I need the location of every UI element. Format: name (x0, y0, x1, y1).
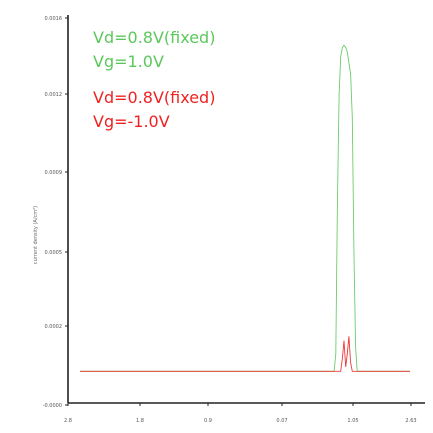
y-axis-label: current density (A/cm²) (33, 206, 39, 264)
x-tick-label: 0.9 (204, 418, 212, 424)
annotation-2-line-1: Vd=0.8V(fixed) (93, 88, 215, 107)
y-ticks: -0.0000 0.0002 0.0005 0.0009 0.0012 0.0016 (43, 16, 68, 409)
annotation-1-line-2: Vg=1.0V (93, 52, 164, 71)
annotation-1-line-1: Vd=0.8V(fixed) (93, 28, 215, 47)
x-tick-label: 2.8 (64, 418, 72, 424)
x-tick-label: 2.63 (405, 418, 416, 424)
annotations: Vd=0.8V(fixed) Vg=1.0V Vd=0.8V(fixed) Vg… (93, 28, 215, 131)
series-line-2 (80, 336, 410, 371)
y-tick-label: 0.0016 (45, 16, 63, 22)
x-tick-label: 1.05 (347, 418, 358, 424)
x-ticks: 2.8 1.8 0.9 0.07 1.05 2.63 (64, 403, 417, 424)
x-tick-label: 1.8 (136, 418, 144, 424)
x-tick-label: 0.07 (276, 418, 287, 424)
y-tick-label: 0.0005 (45, 250, 63, 256)
y-tick-label: 0.0012 (45, 92, 63, 98)
y-tick-label: 0.0002 (45, 324, 63, 330)
annotation-2-line-2: Vg=-1.0V (93, 112, 170, 131)
y-tick-label: -0.0000 (43, 403, 62, 409)
y-tick-label: 0.0009 (45, 170, 63, 176)
axes (68, 15, 425, 403)
